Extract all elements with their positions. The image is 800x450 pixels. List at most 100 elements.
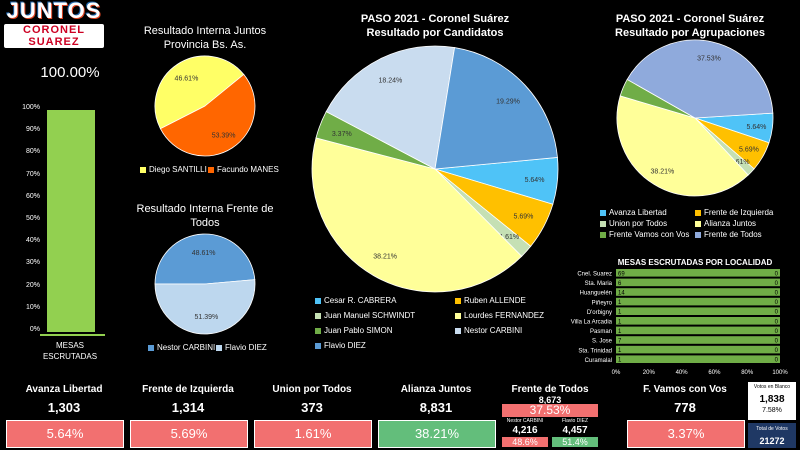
localidad-value: 1 — [618, 358, 622, 364]
localidad-value: 14 — [618, 291, 625, 297]
candidatos-title: PASO 2021 - Coronel Suárez Resultado por… — [360, 13, 510, 39]
localidad-label: Curamalal — [585, 358, 612, 364]
card-percent: 3.37% — [627, 420, 745, 448]
agrupaciones-legend: Avanza Libertad Frente de Izquierda Union … — [600, 208, 790, 244]
candidatos-legend: Cesar R. CABRERA Ruben ALLENDE Juan Manuel… — [315, 296, 575, 356]
card-percent: 5.64% — [6, 420, 124, 448]
localidad-label: D'orbigny — [587, 310, 612, 316]
legend-carbini: Nestor CARBINI — [148, 343, 215, 352]
card-name: Alianza Juntos — [400, 384, 472, 395]
card-votes: 778 — [674, 400, 696, 415]
pie-slice-flavio-diez — [434, 47, 558, 170]
pie-value-label: 46.61% — [175, 76, 199, 83]
card-name: Avanza Libertad — [25, 384, 103, 395]
pie-value-label: 5.64% — [525, 177, 545, 184]
mesas-percent: 100.00% — [40, 64, 100, 81]
legend-item: Frente de Todos — [695, 230, 762, 239]
legend-santilli: Diego SANTILLI — [140, 165, 207, 174]
card-name: Frente de Izquierda — [142, 384, 234, 395]
total-box: Total de Votos 21272 — [748, 423, 796, 448]
localidad-label: Sta. Trinidad — [578, 348, 612, 354]
localidad-value: 1 — [618, 348, 622, 354]
card-votes: 373 — [301, 400, 323, 415]
pie-value-label: 5.64% — [747, 124, 767, 131]
fdt-name: Frente de Todos — [511, 384, 589, 395]
localidad-label: Piñeyro — [592, 300, 613, 306]
interna-fdt-pie: 48.61% 51.39% — [154, 233, 256, 335]
localidad-value: 1 — [618, 300, 622, 306]
pie-value-label: 38.21% — [651, 169, 675, 176]
mesas-baseline — [40, 334, 105, 336]
localidad-remaining: 0 — [775, 300, 779, 306]
card-percent: 1.61% — [254, 420, 372, 448]
pie-value-label: 51.39% — [195, 314, 219, 321]
legend-item: Cesar R. CABRERA — [315, 296, 396, 305]
legend-swatch — [695, 231, 701, 238]
localidad-remaining: 0 — [775, 319, 779, 325]
total-votes: 21272 — [759, 436, 785, 446]
legend-swatch — [600, 209, 606, 216]
legend-label: Lourdes FERNANDEZ — [464, 311, 545, 320]
pie-slice-nestor-carbini — [154, 233, 256, 285]
pie-slice-nestor-carbini — [325, 45, 456, 170]
blanco-label: Votos en Blanco — [753, 384, 791, 390]
interna-juntos-pie: 46.61% 53.39% — [154, 55, 256, 157]
localidad-label: Villa La Arcadia — [571, 320, 613, 326]
legend-label: Union por Todos — [609, 219, 668, 228]
localidad-bar — [616, 307, 780, 315]
pie-slice-flavio-diez — [154, 279, 256, 335]
localidad-remaining: 0 — [775, 358, 779, 364]
mesas-bar — [47, 110, 95, 332]
localidad-bar — [616, 297, 780, 306]
agrupaciones-title: PASO 2021 - Coronel Suárez Resultado por… — [615, 13, 765, 39]
legend-swatch — [695, 220, 701, 227]
pie-slice-facundo-manes — [159, 73, 256, 157]
blanco-pct: 7.58% — [762, 407, 782, 414]
pie-value-label: 38.21% — [373, 254, 397, 261]
localidad-remaining: 0 — [775, 310, 779, 316]
legend-label: Frente Vamos con Vos — [609, 230, 690, 239]
card-percent: 38.21% — [378, 420, 496, 448]
pie-value-label: 3.37% — [332, 131, 352, 138]
localidad-bar — [616, 278, 780, 287]
legend-item: Frente Vamos con Vos — [600, 230, 689, 239]
localidad-xtick: 40% — [676, 370, 689, 376]
legend-item: Ruben ALLENDE — [455, 296, 526, 305]
legend-label: Frente de Todos — [704, 230, 762, 239]
localidad-value: 1 — [618, 319, 622, 325]
localidad-value: 6 — [618, 281, 622, 287]
legend-item: Alianza Juntos — [695, 219, 756, 228]
card-name: F. Vamos con Vos — [643, 384, 727, 395]
pie-value-label: 5.69% — [514, 214, 534, 221]
legend-swatch — [315, 342, 321, 349]
pie-value-label: 5.69% — [739, 147, 759, 154]
mesas-tick: 0% — [29, 326, 40, 333]
mesas-tick: 40% — [25, 237, 40, 245]
fdt-sub1-votes: 4,216 — [512, 425, 538, 436]
pie-value-label: 19.29% — [496, 99, 520, 106]
legend-swatch — [315, 297, 321, 304]
mesas-label: MESAS ESCRUTADAS — [42, 341, 98, 361]
localidad-xtick: 80% — [741, 370, 754, 376]
legend-swatch — [695, 209, 701, 216]
logo-subtitle: CORONEL SUAREZ — [4, 24, 104, 48]
localidad-value: 69 — [618, 271, 625, 277]
localidad-bar — [616, 326, 780, 335]
fdt-sub1-pct: 48.6% — [502, 437, 548, 447]
legend-item: Lourdes FERNANDEZ — [455, 311, 544, 320]
legend-label: Avanza Libertad — [609, 208, 667, 217]
interna-juntos-title: Resultado Interna Juntos Provincia Bs. A… — [143, 25, 267, 51]
localidad-value: 1 — [618, 329, 622, 335]
blanco-box: Votos en Blanco 1,838 7.58% — [748, 382, 796, 420]
legend-label: Cesar R. CABRERA — [324, 296, 397, 305]
localidad-bar — [616, 288, 780, 296]
card-percent: 5.69% — [130, 420, 248, 448]
pie-value-label: 18.24% — [378, 78, 402, 85]
mesas-tick: 30% — [25, 259, 40, 267]
mesas-tick: 50% — [25, 215, 40, 222]
blanco-votes: 1,838 — [759, 394, 785, 405]
legend-label: Flavio DIEZ — [324, 341, 366, 350]
localidad-bar — [616, 336, 780, 344]
legend-label: Ruben ALLENDE — [464, 296, 526, 305]
fdt-votes: 8,673 — [538, 395, 562, 405]
